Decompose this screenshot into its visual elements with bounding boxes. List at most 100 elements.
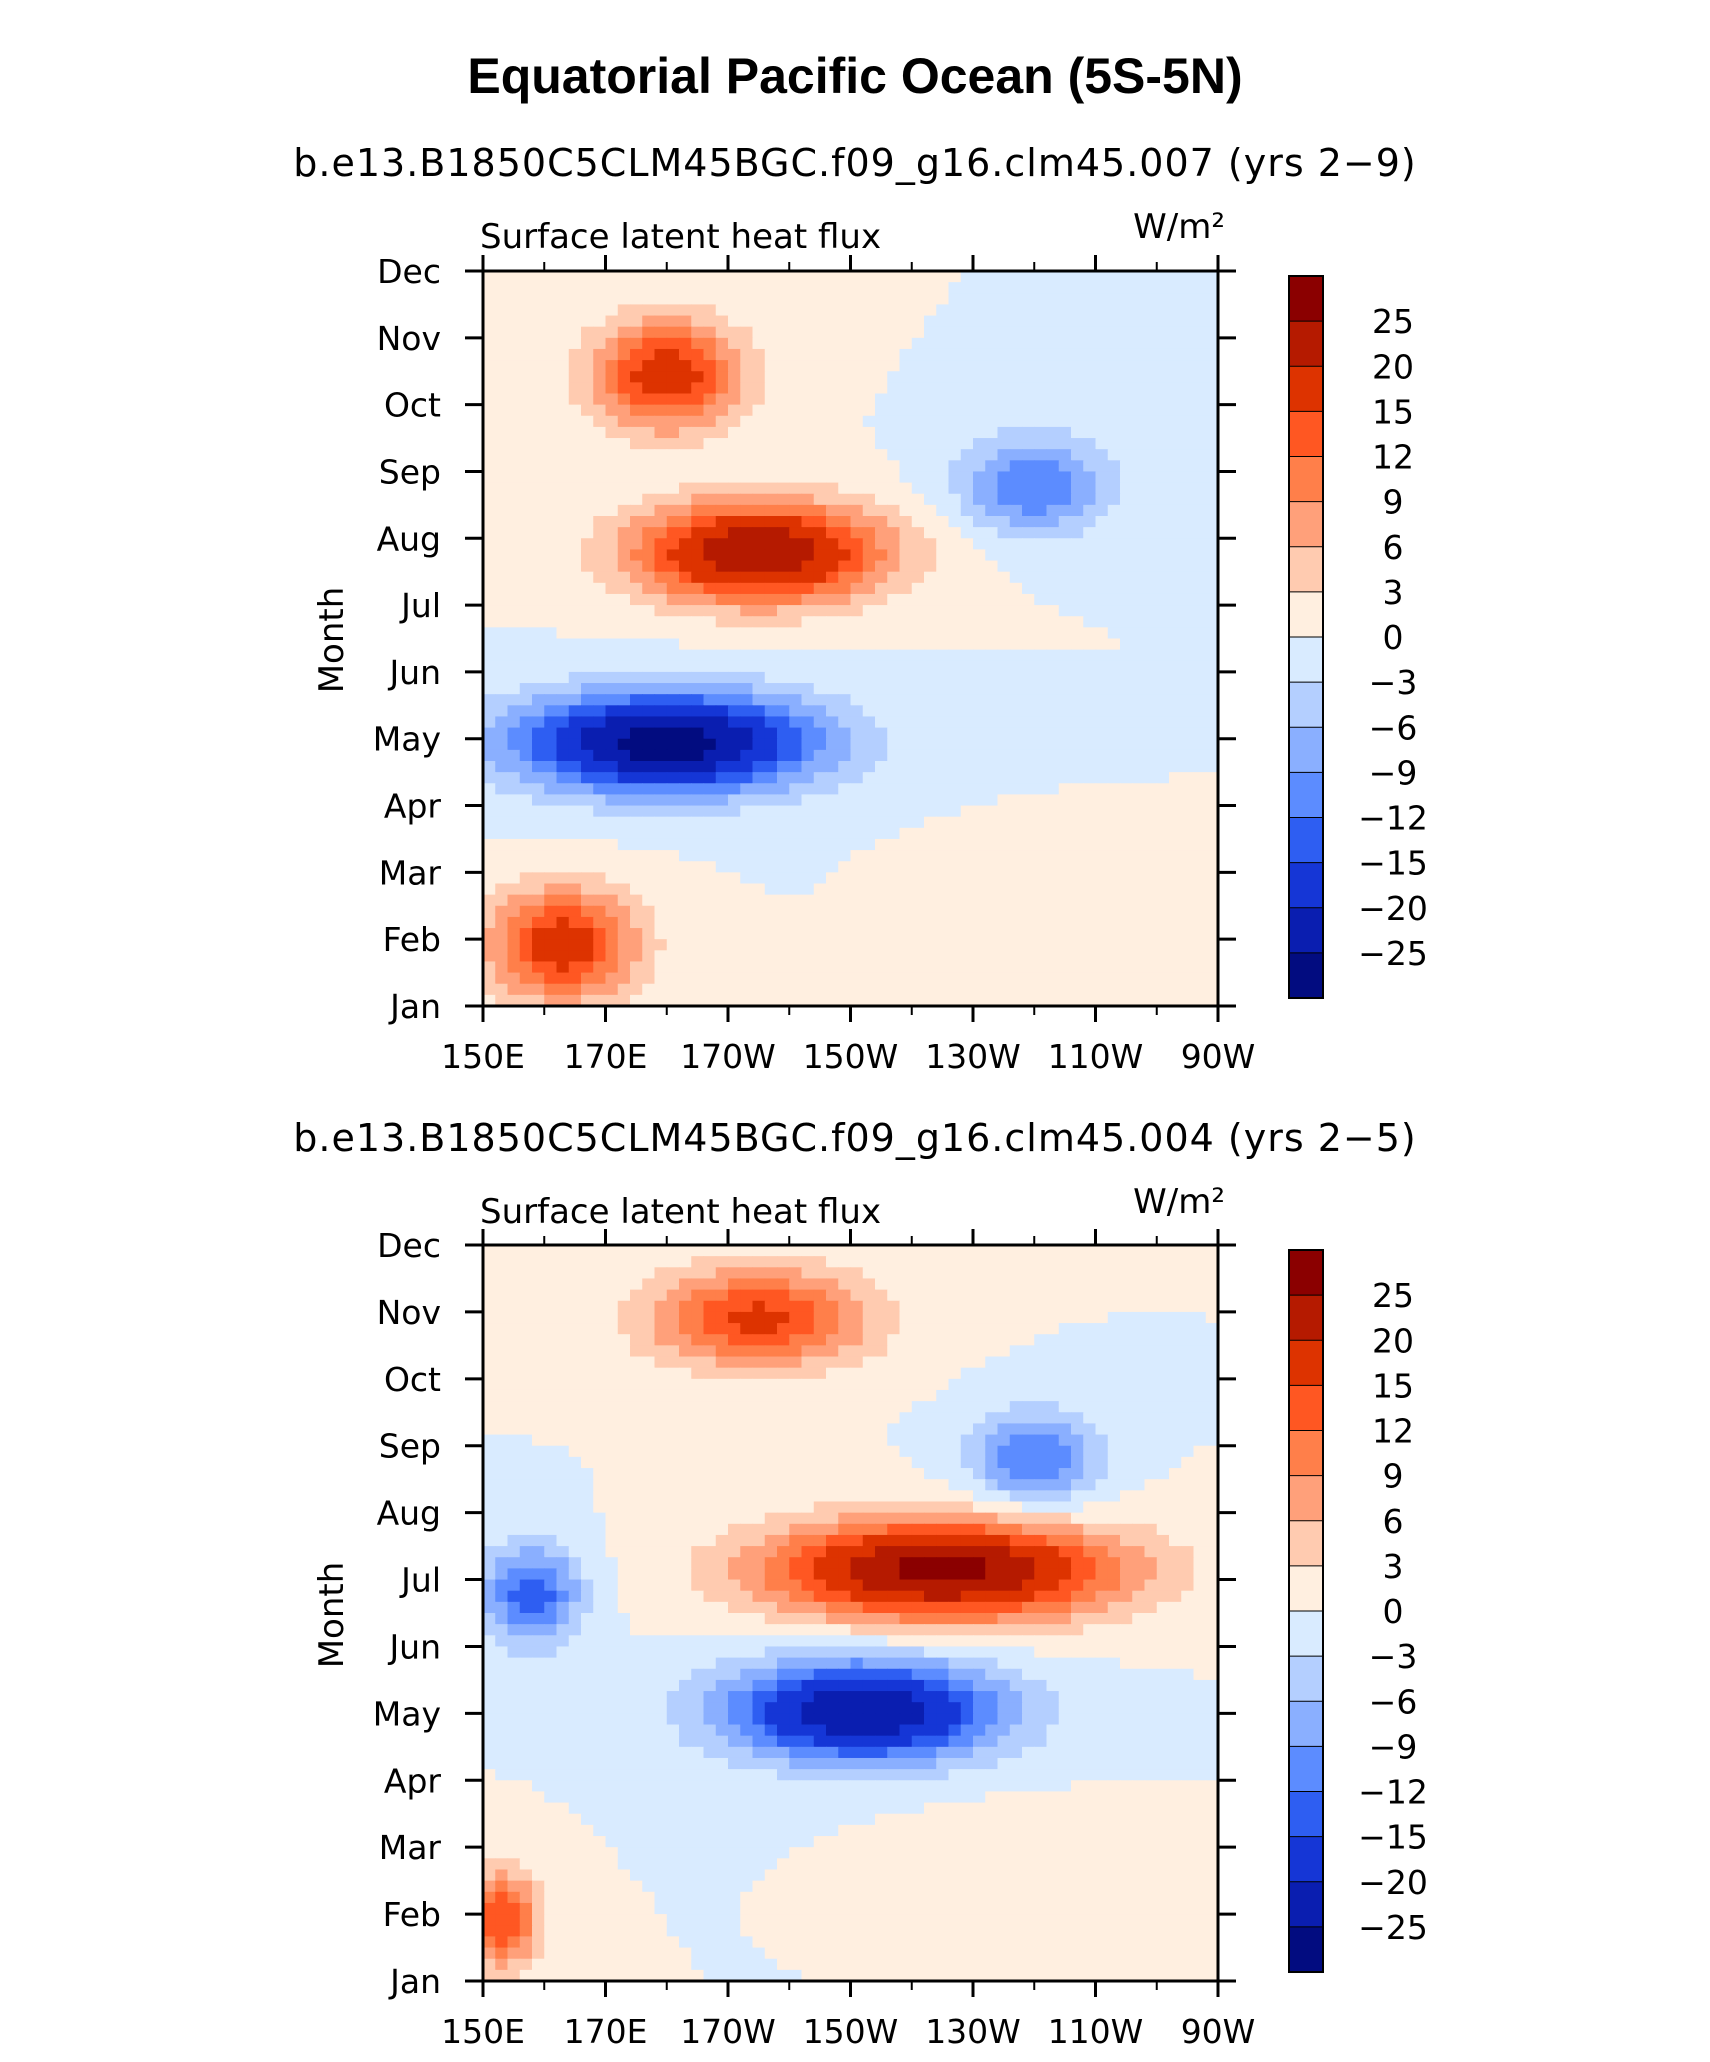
heatmap-cell [1022,393,1035,406]
heatmap-cell [1144,271,1158,283]
heatmap-cell [936,415,950,428]
heatmap-cell [1205,1256,1219,1268]
heatmap-cell [752,1278,766,1291]
heatmap-cell [899,504,913,517]
heatmap-cell [715,516,729,528]
heatmap-cell [1009,1311,1023,1324]
heatmap-cell [483,1278,496,1291]
panel-1-ylabel: Month [312,587,352,694]
heatmap-cell [887,1323,901,1335]
heatmap-cell [507,649,521,662]
heatmap-cell [605,783,619,796]
heatmap-cell [838,1401,852,1413]
heatmap-cell [764,326,778,339]
heatmap-cell [752,772,766,784]
heatmap-cell [789,928,803,940]
heatmap-cell [568,1267,582,1280]
heatmap-cell [985,582,999,595]
heatmap-cell [593,838,607,851]
heatmap-cell [1120,861,1133,873]
heatmap-cell [605,638,619,651]
heatmap-cell [838,1323,852,1335]
heatmap-cell [1071,1367,1084,1380]
heatmap-cell [1022,337,1035,350]
heatmap-cell [777,337,790,350]
heatmap-cell [1071,660,1084,673]
heatmap-cell [605,627,619,640]
heatmap-cell [679,1289,692,1302]
heatmap-cell [764,348,778,361]
heatmap-cell [1107,504,1121,517]
colorbar-swatch [1288,817,1324,864]
heatmap-cell [875,415,888,428]
heatmap-cell [617,1356,631,1369]
heatmap-cell [715,683,729,695]
heatmap-cell [679,1267,692,1280]
heatmap-cell [1107,516,1121,528]
heatmap-cell [813,994,827,1007]
heatmap-cell [899,1267,913,1280]
heatmap-cell [850,671,864,684]
heatmap-cell [911,582,925,595]
heatmap-cell [875,649,888,662]
heatmap-cell [740,838,754,851]
heatmap-cell [654,972,668,985]
heatmap-cell [740,516,754,528]
heatmap-cell [495,1245,509,1257]
heatmap-cell [666,794,680,807]
heatmap-cell [556,382,570,395]
heatmap-cell [1120,1356,1133,1369]
heatmap-cell [544,1289,558,1302]
heatmap-cell [862,527,876,539]
heatmap-cell [789,627,803,640]
heatmap-cell [1144,972,1158,985]
heatmap-cell [605,593,619,606]
heatmap-cell [605,816,619,829]
heatmap-cell [764,649,778,662]
heatmap-cell [850,816,864,829]
heatmap-cell [1205,850,1219,862]
heatmap-cell [1107,716,1121,729]
heatmap-cell [1193,1245,1207,1257]
heatmap-cell [1132,538,1146,551]
heatmap-cell [568,749,582,762]
heatmap-cell [630,1389,643,1402]
heatmap-cell [483,683,496,695]
panel-2-ylabel: Month [312,1562,352,1669]
heatmap-cell [1071,616,1084,628]
heatmap-cell [1022,805,1035,818]
heatmap-cell [666,571,680,584]
panel-1-units: W/m² [1133,207,1225,247]
heatmap-cell [1083,961,1097,974]
heatmap-cell [715,382,729,395]
heatmap-cell [630,939,643,951]
heatmap-cell [1083,738,1097,751]
heatmap-cell [556,972,570,985]
heatmap-cell [617,872,631,885]
heatmap-cell [1034,549,1048,562]
heatmap-cell [1071,649,1084,662]
heatmap-cell [997,716,1011,729]
heatmap-cell [887,671,901,684]
heatmap-cell [1046,627,1060,640]
heatmap-cell [1144,683,1158,695]
heatmap-cell [789,315,803,328]
heatmap-cell [519,1245,533,1257]
heatmap-cell [483,426,496,439]
heatmap-cell [507,582,521,595]
heatmap-cell [642,660,656,673]
heatmap-cell [556,549,570,562]
heatmap-cell [960,939,974,951]
heatmap-cell [703,493,717,506]
heatmap-cell [985,348,999,361]
heatmap-cell [483,727,496,740]
heatmap-cell [740,404,754,417]
heatmap-cell [1144,393,1158,406]
heatmap-cell [1205,894,1219,907]
heatmap-cell [936,916,950,929]
heatmap-cell [617,460,631,473]
heatmap-cell [985,1245,999,1257]
heatmap-cell [605,282,619,294]
heatmap-cell [924,1245,937,1257]
heatmap-cell [911,939,925,951]
